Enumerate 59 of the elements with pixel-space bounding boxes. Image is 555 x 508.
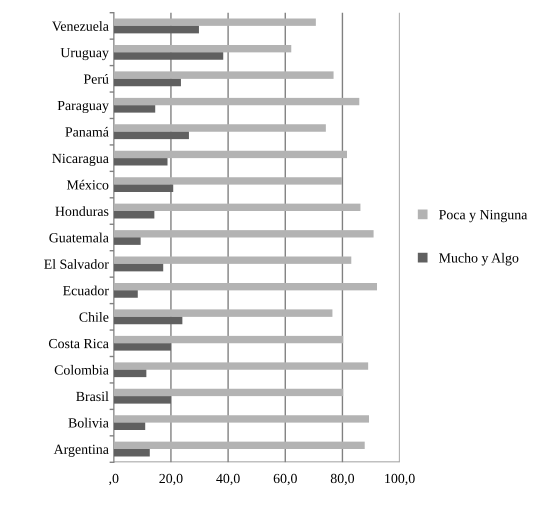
- x-tick-label: 20,0: [159, 474, 183, 486]
- bar: [114, 124, 326, 132]
- bar: [114, 44, 292, 52]
- bar: [114, 184, 174, 192]
- bar: [114, 71, 334, 79]
- bar: [114, 449, 150, 456]
- bar: [114, 237, 141, 245]
- y-tick-label: Nicaragua: [52, 154, 109, 166]
- bar: [114, 98, 360, 106]
- bar: [114, 264, 164, 272]
- bar: [114, 211, 154, 218]
- y-tick-label: Panamá: [65, 126, 109, 137]
- y-tick-label: Bolivia: [68, 418, 109, 428]
- bar: [114, 256, 352, 264]
- bar: [114, 415, 370, 423]
- bar: [114, 132, 189, 140]
- bar: [114, 370, 146, 378]
- bar: [114, 290, 138, 298]
- y-tick-label: El Salvador: [44, 259, 109, 269]
- y-tick-label: Venezuela: [52, 21, 109, 31]
- bar: [114, 282, 378, 290]
- y-tick-label: Brasil: [76, 391, 109, 402]
- bar: [114, 150, 348, 158]
- x-tick-label: 40,0: [216, 474, 240, 486]
- y-tick-label: Chile: [79, 312, 108, 322]
- legend-label: Mucho y Algo: [439, 252, 518, 266]
- bar: [114, 26, 199, 34]
- bar: [114, 422, 146, 430]
- y-tick-label: Ecuador: [63, 286, 109, 296]
- y-tick-label: Argentina: [54, 444, 109, 457]
- bar: [114, 343, 171, 351]
- bar: [114, 105, 156, 113]
- bar: [114, 336, 344, 344]
- y-tick-label: Paraguay: [58, 100, 109, 114]
- bar: [114, 388, 344, 396]
- bar: [114, 158, 168, 166]
- bar: [114, 396, 171, 404]
- x-tick-label: 100,0: [385, 474, 415, 486]
- x-tick-label: ,0: [109, 474, 118, 486]
- y-tick-label: Costa Rica: [48, 338, 109, 348]
- bar: [114, 78, 181, 86]
- bar: [114, 442, 365, 450]
- y-tick-label: México: [66, 180, 108, 190]
- bar: [114, 316, 182, 324]
- bar: [114, 52, 224, 60]
- bar: [114, 177, 342, 185]
- bar: [114, 204, 360, 212]
- y-tick-label: Uruguay: [60, 48, 109, 60]
- y-tick-label: Honduras: [55, 206, 108, 216]
- x-tick-label: 60,0: [274, 474, 297, 486]
- y-tick-label: Colombia: [54, 364, 109, 375]
- y-tick-label: Perú: [84, 74, 109, 84]
- y-tick-label: Guatemala: [49, 232, 109, 242]
- bar: [114, 362, 368, 370]
- legend-label: Poca y Ninguna: [439, 210, 528, 222]
- bar: [114, 309, 332, 317]
- bar: [114, 18, 316, 26]
- bar: [114, 230, 374, 238]
- x-tick-label: 80,0: [330, 474, 354, 486]
